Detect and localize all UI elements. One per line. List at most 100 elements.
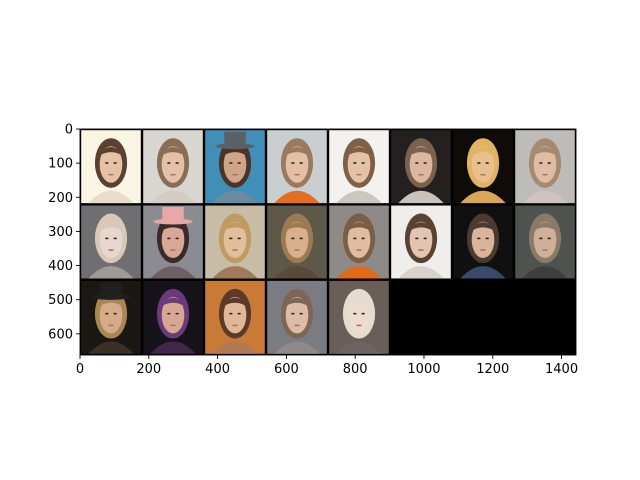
lips-shape	[170, 173, 176, 176]
eye-shape	[547, 237, 551, 240]
face-shape	[409, 221, 433, 259]
eye-shape	[477, 237, 481, 240]
hair-top-shape	[345, 297, 373, 308]
shoulders-shape	[398, 190, 444, 204]
x-tick-label: 1000	[407, 362, 440, 377]
hair-top-shape	[531, 222, 559, 232]
eye-shape	[485, 237, 489, 240]
hair-top-shape	[469, 146, 497, 157]
face-shape	[99, 221, 123, 259]
y-tick-label: 500	[48, 293, 73, 308]
portrait-tile	[391, 130, 451, 204]
hat-crown-shape	[162, 206, 184, 222]
eye-shape	[175, 237, 179, 240]
x-axis: 0 200 400 600 800 1000 1200 1400	[76, 355, 578, 377]
hair-top-shape	[97, 222, 125, 232]
shoulders-shape	[150, 190, 196, 204]
lips-shape	[232, 324, 238, 327]
face-shape	[223, 296, 247, 334]
eye-shape	[229, 237, 233, 240]
shoulders-shape	[274, 266, 320, 279]
y-tick-label: 300	[48, 225, 73, 240]
shoulders-shape	[88, 266, 134, 279]
eye-shape	[353, 312, 357, 315]
shoulders-shape	[460, 266, 506, 279]
portrait-tile	[81, 205, 141, 279]
eye-shape	[539, 162, 543, 164]
lips-shape	[232, 249, 238, 251]
eye-shape	[299, 162, 303, 164]
eye-shape	[415, 162, 419, 164]
hair-top-shape	[469, 222, 497, 232]
eye-shape	[237, 162, 241, 164]
portrait-tile	[143, 280, 203, 354]
eye-shape	[237, 312, 241, 315]
portrait-tile	[329, 130, 389, 204]
portrait-tile	[143, 205, 203, 279]
face-shape	[99, 296, 123, 334]
eye-shape	[175, 312, 179, 315]
eye-shape	[229, 162, 233, 164]
eye-shape	[485, 162, 489, 164]
x-tick-label: 400	[205, 362, 230, 377]
y-tick-label: 600	[48, 327, 73, 342]
shoulders-shape	[88, 190, 134, 204]
eye-shape	[299, 237, 303, 240]
portrait-tile	[205, 205, 265, 279]
hair-top-shape	[97, 146, 125, 157]
eye-shape	[167, 162, 171, 164]
eye-shape	[229, 312, 233, 315]
hat-brim-shape	[91, 293, 131, 300]
portrait-tile	[81, 280, 141, 354]
hair-top-shape	[283, 297, 311, 308]
eye-shape	[547, 162, 551, 164]
eye-shape	[175, 162, 179, 164]
eye-shape	[113, 312, 117, 315]
hair-top-shape	[345, 222, 373, 232]
eye-shape	[415, 237, 419, 240]
face-shape	[533, 146, 557, 183]
shoulders-shape	[336, 190, 382, 204]
face-shape	[347, 221, 371, 259]
lips-shape	[232, 173, 238, 176]
plot-area	[79, 128, 577, 356]
hair-top-shape	[531, 146, 559, 157]
face-shape	[161, 146, 185, 183]
lips-shape	[108, 249, 114, 251]
lips-shape	[356, 324, 362, 327]
hair-top-shape	[97, 297, 125, 308]
face-shape	[533, 221, 557, 259]
hat-brim-shape	[215, 143, 255, 150]
hair-top-shape	[159, 146, 187, 157]
portrait-tile	[329, 205, 389, 279]
portrait-tile	[453, 205, 513, 279]
eye-shape	[353, 237, 357, 240]
eye-shape	[113, 162, 117, 164]
eye-shape	[105, 162, 109, 164]
x-tick-label: 1400	[545, 362, 578, 377]
hair-top-shape	[221, 297, 249, 308]
face-shape	[285, 146, 309, 183]
eye-shape	[113, 237, 117, 240]
eye-shape	[299, 312, 303, 315]
eye-shape	[353, 162, 357, 164]
face-shape	[471, 221, 495, 259]
face-shape	[223, 146, 247, 183]
portrait-tile	[515, 130, 575, 204]
x-tick-label: 200	[136, 362, 161, 377]
hair-top-shape	[345, 146, 373, 157]
shoulders-shape	[274, 190, 320, 204]
face-shape	[285, 296, 309, 334]
shoulders-shape	[522, 266, 568, 279]
eye-shape	[237, 237, 241, 240]
eye-shape	[167, 312, 171, 315]
lips-shape	[480, 173, 486, 176]
eye-shape	[291, 237, 295, 240]
eye-shape	[361, 162, 365, 164]
hair-top-shape	[221, 146, 249, 157]
eye-shape	[539, 237, 543, 240]
y-tick-label: 200	[48, 191, 73, 206]
hat-crown-shape	[224, 131, 246, 147]
shoulders-shape	[212, 266, 258, 279]
portrait-tile	[143, 130, 203, 204]
